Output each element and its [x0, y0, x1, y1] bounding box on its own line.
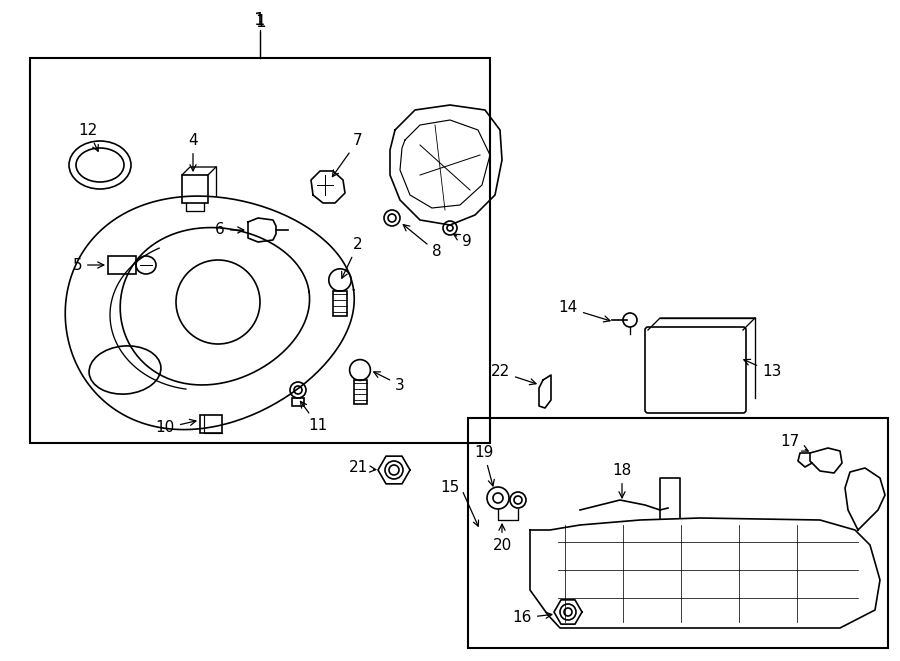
- Text: 21: 21: [349, 461, 376, 475]
- Text: 8: 8: [403, 225, 442, 260]
- Text: 15: 15: [441, 481, 460, 496]
- Text: 3: 3: [374, 372, 405, 393]
- Bar: [200, 415, 222, 433]
- Text: 19: 19: [474, 445, 494, 486]
- Text: 9: 9: [454, 234, 472, 249]
- Text: 2: 2: [342, 237, 363, 278]
- Text: 11: 11: [301, 401, 328, 433]
- Text: 4: 4: [188, 133, 198, 171]
- Text: 7: 7: [332, 133, 363, 176]
- Bar: [292, 398, 304, 406]
- Text: 1: 1: [255, 11, 266, 29]
- Text: 16: 16: [513, 611, 552, 625]
- Bar: [30, 58, 490, 443]
- Bar: [468, 418, 888, 648]
- Bar: [354, 380, 366, 404]
- Text: 14: 14: [559, 301, 610, 322]
- Text: 17: 17: [781, 434, 808, 451]
- Text: 12: 12: [78, 123, 98, 151]
- Bar: [108, 256, 136, 274]
- Bar: [333, 292, 347, 317]
- Text: 22: 22: [491, 364, 536, 385]
- Text: 18: 18: [612, 463, 632, 498]
- Text: 1: 1: [255, 13, 266, 31]
- Text: 10: 10: [156, 419, 196, 436]
- Text: 13: 13: [743, 360, 781, 379]
- Text: 20: 20: [492, 524, 511, 553]
- Text: 6: 6: [215, 223, 244, 237]
- Text: 5: 5: [72, 258, 104, 272]
- Bar: [182, 175, 208, 203]
